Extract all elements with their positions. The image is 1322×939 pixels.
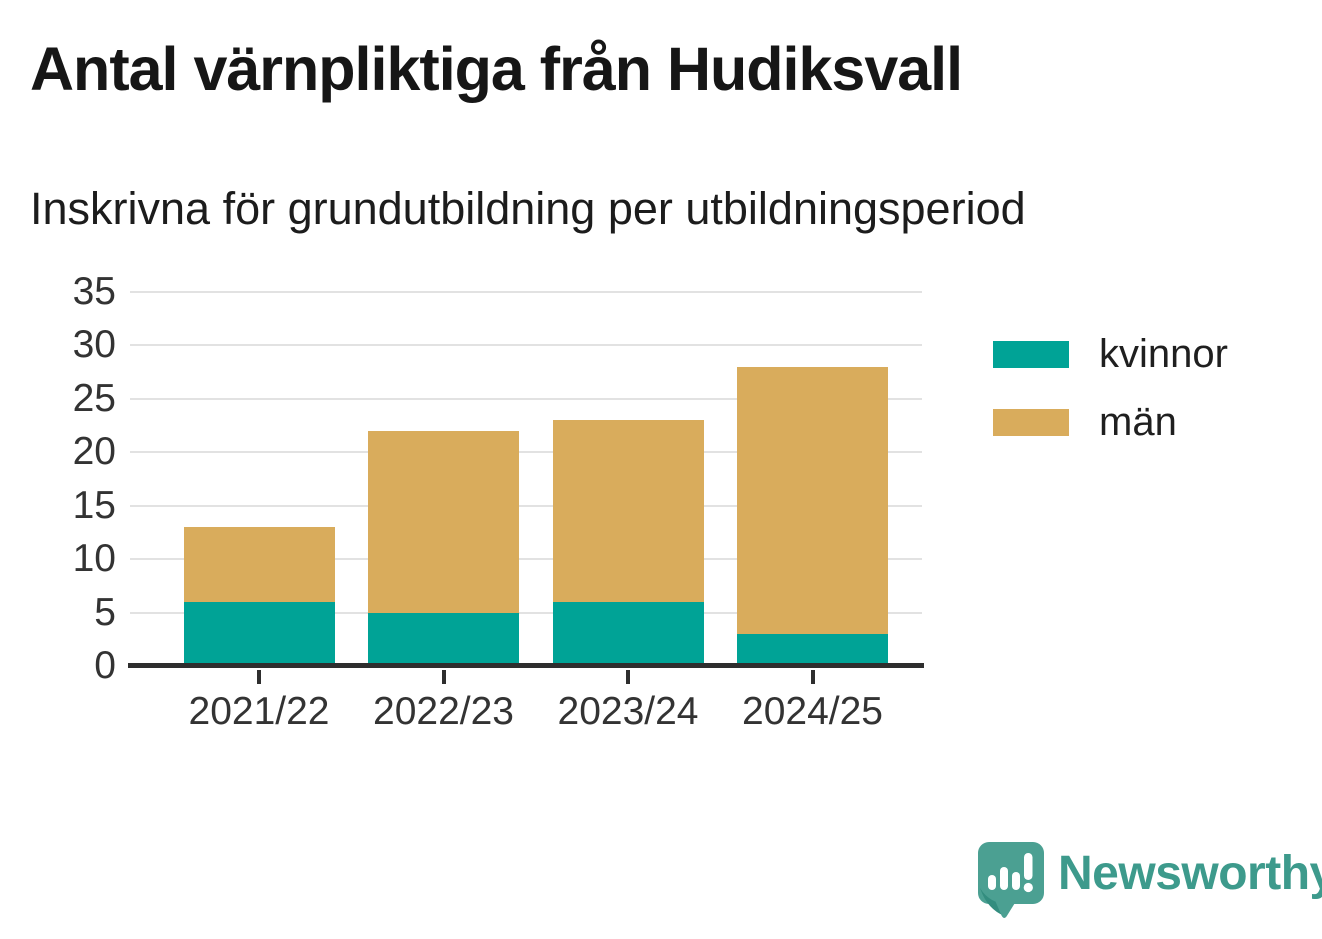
legend-label-män: män <box>1099 400 1177 444</box>
x-axis-label: 2022/23 <box>373 690 514 733</box>
y-axis-tick-label: 35 <box>72 270 116 313</box>
chart-title: Antal värnpliktiga från Hudiksvall <box>30 35 963 103</box>
y-axis-tick-label: 25 <box>72 376 116 420</box>
x-axis-tick <box>626 670 630 684</box>
x-axis-tick <box>810 670 815 684</box>
bar-segment-män-2021/22 <box>183 527 335 602</box>
legend-item-kvinnor: kvinnor <box>993 334 1228 374</box>
newsworthy-logo: Newsworthy <box>978 842 1322 920</box>
bar-segment-kvinnor-2021/22 <box>183 601 335 666</box>
x-axis-label: 2024/25 <box>742 690 883 733</box>
chart-subtitle: Inskrivna för grundutbildning per utbild… <box>30 183 1026 234</box>
bar-chart-plot: 0 5 10 15 20 25 30 35 2021/22 2022/23 2023/24 2024/… <box>73 272 924 733</box>
bar-segment-män-2024/25 <box>737 366 888 634</box>
y-axis-tick-label: 30 <box>72 323 116 367</box>
legend-swatch-män <box>993 408 1069 436</box>
legend-label-kvinnor: kvinnor <box>1099 332 1228 376</box>
bar-segment-män-2022/23 <box>368 430 519 613</box>
gridline-y-35 <box>130 291 922 293</box>
x-axis-line <box>128 663 924 668</box>
bar-segment-kvinnor-2023/24 <box>552 601 704 666</box>
y-axis-tick-label: 15 <box>72 483 116 527</box>
x-axis-tick <box>257 670 261 684</box>
y-axis-tick-label: 10 <box>72 537 116 581</box>
gridline-y-5 <box>130 611 922 614</box>
x-axis-label: 2023/24 <box>557 690 699 733</box>
legend-item-män: män <box>993 402 1228 442</box>
y-axis-tick-label: 5 <box>94 590 116 634</box>
chart-legend: kvinnor män <box>993 334 1228 470</box>
x-axis-label: 2021/22 <box>188 690 330 733</box>
gridline-y-20 <box>130 451 922 454</box>
newsworthy-speech-bubble-bar-chart-icon <box>978 842 1044 919</box>
y-axis-tick-label: 20 <box>72 430 116 474</box>
bar-segment-män-2023/24 <box>552 420 704 602</box>
gridline-y-10 <box>130 558 922 561</box>
newsworthy-logo-text: Newsworthy <box>1058 847 1322 900</box>
gridline-y-15 <box>130 504 922 507</box>
y-axis-tick-label: 0 <box>94 644 116 687</box>
gridline-y-25 <box>130 397 922 400</box>
bar-segment-kvinnor-2024/25 <box>737 633 888 666</box>
legend-swatch-kvinnor <box>993 340 1069 368</box>
x-axis-tick <box>441 670 446 684</box>
bar-segment-kvinnor-2022/23 <box>368 612 519 666</box>
gridline-y-30 <box>130 344 922 347</box>
